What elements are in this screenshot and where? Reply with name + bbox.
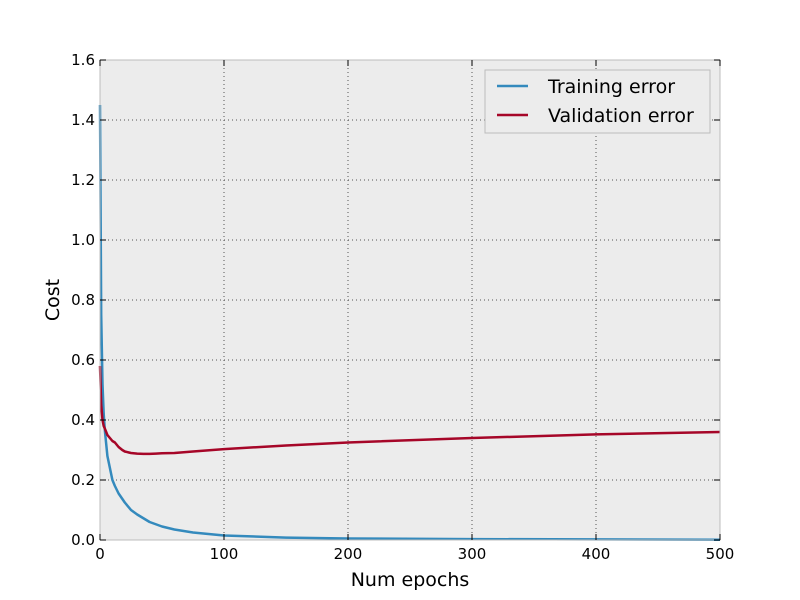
x-tick-label: 500	[706, 545, 735, 563]
y-tick-label: 1.0	[71, 231, 95, 249]
legend-label-validation: Validation error	[548, 105, 694, 127]
x-tick-label: 200	[334, 545, 363, 563]
x-tick-label: 0	[95, 545, 105, 563]
x-tick-label: 300	[458, 545, 487, 563]
x-tick-label: 400	[582, 545, 611, 563]
tick-labels: 0 100 200 300 400 500 0.0 0.2 0.4 0.6 0.8 1.0 1.2 1.4…	[71, 51, 734, 563]
y-tick-label: 1.6	[71, 51, 95, 69]
y-tick-label: 0.4	[71, 411, 95, 429]
x-axis-label: Num epochs	[351, 569, 470, 591]
validation-error-line	[98, 365, 721, 456]
series-layer	[98, 104, 721, 541]
y-axis-label: Cost	[42, 279, 64, 321]
y-tick-label: 0.6	[71, 351, 95, 369]
y-tick-label: 0.0	[71, 531, 95, 549]
y-tick-label: 0.8	[71, 291, 95, 309]
y-tick-label: 1.4	[71, 111, 95, 129]
y-tick-label: 0.2	[71, 471, 95, 489]
legend-label-training: Training error	[547, 76, 675, 98]
legend-box	[484, 69, 711, 134]
ticks	[99, 59, 721, 541]
x-tick-label: 100	[210, 545, 239, 563]
legend: Training error Validation error	[484, 69, 711, 134]
y-tick-label: 1.2	[71, 171, 95, 189]
